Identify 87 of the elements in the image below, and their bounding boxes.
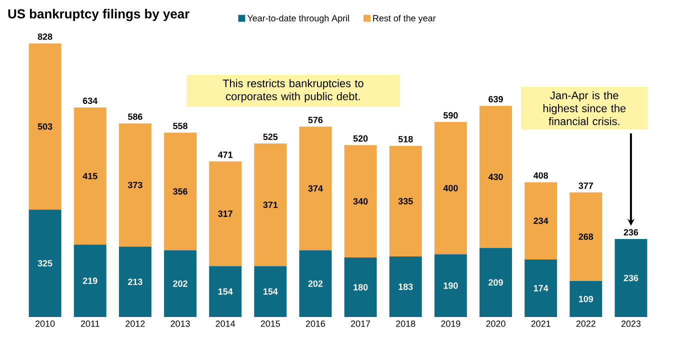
data-label: 503 <box>38 123 52 130</box>
data-label: 317 <box>218 210 232 217</box>
data-label: 430 <box>488 174 503 180</box>
bar <box>434 254 467 317</box>
bar <box>28 43 62 210</box>
x-tick-label: 2021 <box>531 320 550 327</box>
data-label: 325 <box>38 260 52 266</box>
bar <box>209 161 242 266</box>
total-label: 590 <box>443 112 458 119</box>
total-label: 576 <box>308 116 323 124</box>
bar <box>254 266 287 317</box>
bar <box>209 266 242 317</box>
x-tick-label: 2020 <box>486 320 506 327</box>
x-tick-label: 2018 <box>396 320 416 327</box>
bar <box>164 132 196 250</box>
data-label: 219 <box>82 278 98 284</box>
total-label: 586 <box>128 114 142 120</box>
total-label: 471 <box>218 152 233 158</box>
bar <box>524 260 558 317</box>
chart-title: US bankruptcy filings by year <box>8 8 190 22</box>
x-tick-label: 2015 <box>260 320 280 327</box>
total-label: 634 <box>82 98 98 104</box>
bar <box>74 108 106 245</box>
data-label: 356 <box>172 188 188 195</box>
data-label: 213 <box>128 278 142 285</box>
total-label: 377 <box>578 182 593 189</box>
data-label: 202 <box>173 280 188 287</box>
total-label: 525 <box>263 134 278 140</box>
legend-label: Year-to-date through April <box>247 14 349 24</box>
bar <box>480 248 512 317</box>
x-tick-label: 2022 <box>576 320 596 327</box>
data-label: 109 <box>578 296 594 302</box>
data-label: 183 <box>398 284 413 290</box>
x-tick-label: 2023 <box>621 320 641 327</box>
x-tick-label: 2017 <box>351 320 370 327</box>
bar <box>28 210 62 317</box>
total-label: 558 <box>173 122 188 130</box>
data-label: 268 <box>578 234 594 240</box>
bar <box>389 146 422 257</box>
data-label: 415 <box>82 172 98 180</box>
data-label: 400 <box>443 184 458 192</box>
total-label: 828 <box>38 34 52 40</box>
x-tick-label: 2013 <box>170 320 190 327</box>
bar <box>434 122 467 254</box>
data-label: 373 <box>128 182 142 188</box>
x-tick-label: 2019 <box>441 320 460 327</box>
data-label: 340 <box>353 198 368 205</box>
bar <box>118 123 152 247</box>
total-label: 639 <box>488 96 503 102</box>
data-label: 374 <box>308 185 323 192</box>
bar <box>344 145 377 258</box>
x-tick-label: 2011 <box>80 320 100 327</box>
x-tick-label: 2010 <box>36 320 55 327</box>
bar <box>344 258 377 317</box>
data-label: 335 <box>398 198 413 204</box>
x-tick-label: 2012 <box>126 320 145 327</box>
data-label: 202 <box>308 280 323 287</box>
bar <box>74 244 106 317</box>
data-label: 154 <box>263 288 278 295</box>
bar <box>524 182 558 260</box>
bar <box>254 144 287 266</box>
total-label: 520 <box>353 135 368 142</box>
data-label: 174 <box>534 285 548 292</box>
legend-label: Rest of the year <box>373 14 436 24</box>
total-label: 408 <box>533 172 548 179</box>
total-label: 518 <box>398 136 413 142</box>
data-label: 236 <box>624 274 638 282</box>
x-tick-label: 2016 <box>306 320 326 327</box>
data-label: 190 <box>444 282 458 289</box>
bar <box>480 106 512 248</box>
data-label: 180 <box>354 284 368 290</box>
total-label: 236 <box>624 229 638 236</box>
data-label: 234 <box>534 218 548 224</box>
bar <box>614 239 648 317</box>
bar <box>299 126 332 250</box>
data-label: 209 <box>488 279 503 286</box>
annotation: Jan-Apr is the highest since the financial crisis. <box>543 91 626 126</box>
bar <box>299 250 332 317</box>
bar <box>570 192 602 281</box>
bar <box>389 256 422 317</box>
data-label: 154 <box>218 288 233 295</box>
bar <box>118 246 152 317</box>
bar <box>164 250 196 317</box>
bar <box>570 280 602 317</box>
annotation: This restricts bankruptcies to corporates with public debt. <box>222 79 364 102</box>
data-label: 371 <box>263 202 278 208</box>
x-tick-label: 2014 <box>216 320 236 327</box>
